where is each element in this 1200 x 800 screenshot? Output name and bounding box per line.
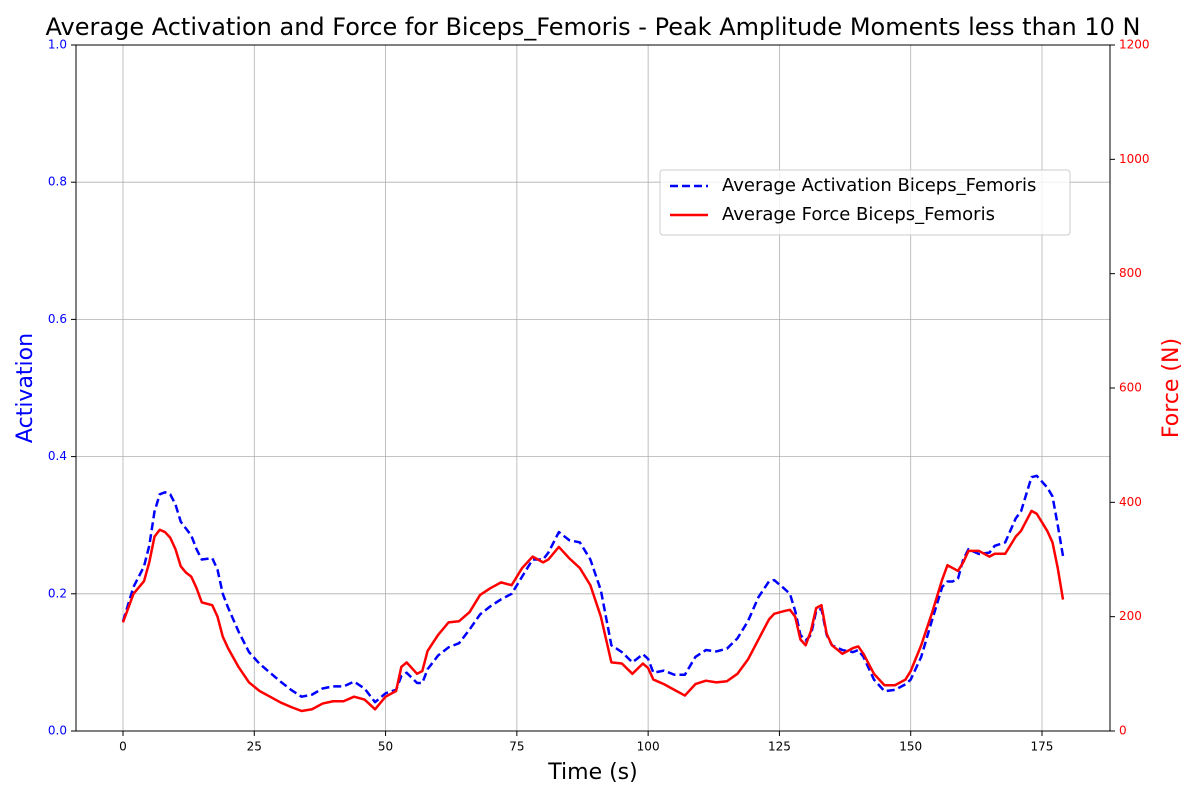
y-tick-label: 0.0 (48, 724, 67, 738)
x-axis-label: Time (s) (547, 760, 637, 785)
y2-tick-label: 200 (1119, 609, 1142, 623)
y-axis-label: Activation (13, 333, 38, 443)
x-tick-label: 50 (378, 740, 393, 754)
y2-tick-label: 1000 (1119, 152, 1150, 166)
legend: Average Activation Biceps_Femoris Average… (659, 169, 1071, 236)
series-line (121, 509, 1065, 713)
x-tick-label: 125 (768, 740, 791, 754)
y-tick-label: 0.6 (48, 312, 67, 326)
legend-label: Average Activation Biceps_Femoris (722, 175, 1036, 196)
chart-title: Average Activation and Force for Biceps_… (46, 13, 1141, 41)
legend-label: Average Force Biceps_Femoris (722, 204, 995, 225)
plot-frame (75, 44, 1111, 732)
legend-box (659, 169, 1071, 236)
y2-tick-label: 0 (1119, 724, 1127, 738)
x-tick-label: 0 (119, 740, 127, 754)
y-tick-label: 0.8 (48, 175, 67, 189)
y-tick-label: 0.4 (48, 449, 67, 463)
y2-tick-label: 1200 (1119, 38, 1150, 52)
x-tick-label: 150 (899, 740, 922, 754)
y2-tick-label: 800 (1119, 266, 1142, 280)
x-tick-label: 175 (1031, 740, 1054, 754)
y2-tick-label: 600 (1119, 381, 1142, 395)
y2-tick-label: 400 (1119, 495, 1142, 509)
grid (76, 44, 1110, 732)
x-tick-label: 75 (509, 740, 524, 754)
y2-axis-label: Force (N) (1159, 338, 1184, 438)
y-tick-label: 1.0 (48, 38, 67, 52)
x-tick-label: 25 (247, 740, 262, 754)
x-tick-label: 100 (637, 740, 660, 754)
series-line (121, 474, 1065, 704)
y-tick-label: 0.2 (48, 586, 67, 600)
